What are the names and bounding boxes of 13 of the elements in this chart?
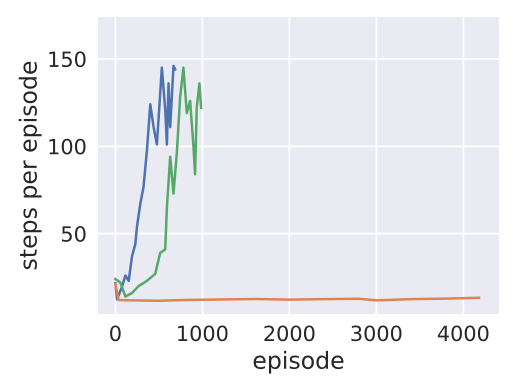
x-tick-label: 0 [110, 325, 121, 342]
x-tick-label: 2000 [264, 325, 314, 342]
line-series [114, 283, 480, 302]
x-tick-label: 4000 [438, 325, 488, 342]
y-tick-label: 100 [49, 138, 86, 154]
y-tick-label: 150 [49, 51, 86, 68]
x-tick-label: 3000 [351, 325, 402, 342]
line-series [114, 64, 176, 301]
y-tick-label: 50 [62, 226, 86, 242]
x-tick-label: 1000 [178, 325, 228, 342]
line-series [114, 66, 202, 298]
x-axis-title: episode [254, 350, 344, 374]
y-axis-title: steps per episode [18, 62, 42, 270]
